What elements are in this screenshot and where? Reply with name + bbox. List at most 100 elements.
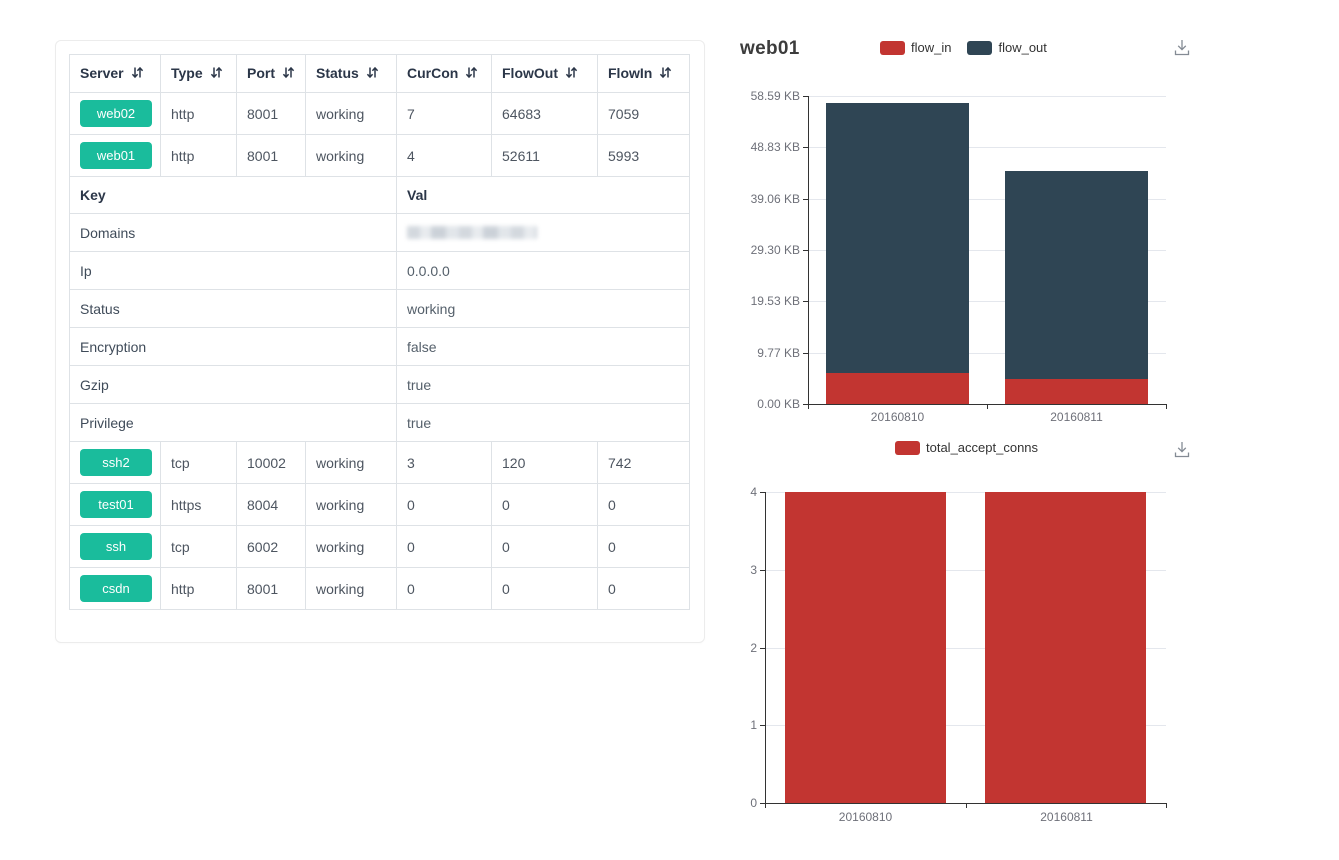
column-header-flowin[interactable]: FlowIn	[597, 54, 690, 93]
y-tick	[803, 199, 808, 200]
server-badge-cell: web02	[69, 92, 161, 135]
sort-icon[interactable]	[565, 66, 578, 82]
grid-line	[808, 199, 1166, 200]
server-badge-cell: csdn	[69, 567, 161, 610]
grid-line	[808, 353, 1166, 354]
sort-icon[interactable]	[131, 66, 144, 82]
grid-line	[808, 147, 1166, 148]
server-badge-ssh2[interactable]: ssh2	[80, 449, 152, 476]
kv-val-header: Val	[396, 176, 690, 214]
column-header-label: Server	[80, 65, 124, 81]
y-tick	[803, 96, 808, 97]
column-header-curcon[interactable]: CurCon	[396, 54, 492, 93]
flowout-cell: 0	[491, 567, 598, 610]
y-tick	[760, 492, 765, 493]
column-header-label: CurCon	[407, 65, 459, 81]
legend-label: flow_in	[911, 40, 952, 55]
x-tick	[966, 803, 967, 808]
status-cell: working	[305, 92, 397, 135]
curcon-cell: 4	[396, 134, 492, 177]
x-tick-label: 20160810	[838, 810, 893, 824]
chart-bar-flow_in-20160811[interactable]	[1005, 379, 1148, 404]
y-tick-label: 29.30 KB	[750, 243, 800, 257]
server-badge-web01[interactable]: web01	[80, 142, 152, 169]
type-cell: https	[160, 483, 237, 526]
total-accept-conns-chart: total_accept_conns 4 3 2 1 0 20160810 20160811	[735, 430, 1335, 835]
flowin-cell: 0	[597, 483, 690, 526]
kv-row-privilege: Privilege true	[69, 403, 690, 442]
y-axis-line	[808, 96, 809, 405]
legend-item-flow_out[interactable]: flow_out	[967, 40, 1047, 55]
flowout-cell: 120	[491, 441, 598, 484]
kv-key-header: Key	[69, 176, 397, 214]
chart-bar-flow_out-20160810[interactable]	[826, 103, 969, 373]
y-tick	[803, 353, 808, 354]
port-cell: 6002	[236, 525, 306, 568]
y-tick-label: 2	[750, 641, 757, 655]
sort-icon[interactable]	[210, 66, 223, 82]
y-tick	[760, 803, 765, 804]
flowin-cell: 5993	[597, 134, 690, 177]
column-header-port[interactable]: Port	[236, 54, 306, 93]
sort-icon[interactable]	[366, 66, 379, 82]
chart-bar-total_accept_conns-20160811[interactable]	[985, 492, 1146, 803]
kv-val-cell: false	[396, 327, 690, 366]
sort-icon[interactable]	[282, 66, 295, 82]
kv-val-cell: true	[396, 365, 690, 404]
y-tick-label: 0.00 KB	[757, 397, 800, 411]
column-header-flowout[interactable]: FlowOut	[491, 54, 598, 93]
y-tick-label: 58.59 KB	[750, 89, 800, 103]
y-axis-line	[765, 492, 766, 804]
curcon-cell: 3	[396, 441, 492, 484]
chart-bar-flow_in-20160810[interactable]	[826, 373, 969, 404]
server-badge-test01[interactable]: test01	[80, 491, 152, 518]
x-tick-label: 20160811	[1040, 810, 1093, 824]
grid-line	[808, 250, 1166, 251]
curcon-cell: 0	[396, 483, 492, 526]
grid-line	[765, 492, 1166, 493]
port-cell: 8001	[236, 134, 306, 177]
curcon-cell: 0	[396, 567, 492, 610]
kv-val-cell	[396, 213, 690, 252]
status-cell: working	[305, 567, 397, 610]
chart-bar-total_accept_conns-20160810[interactable]	[785, 492, 946, 803]
status-cell: working	[305, 441, 397, 484]
y-tick	[760, 570, 765, 571]
legend-item-flow_in[interactable]: flow_in	[880, 40, 951, 55]
grid-line	[808, 96, 1166, 97]
y-tick-label: 19.53 KB	[750, 294, 800, 308]
column-header-status[interactable]: Status	[305, 54, 397, 93]
legend-swatch	[967, 40, 993, 55]
server-badge-cell: ssh	[69, 525, 161, 568]
grid-line	[808, 301, 1166, 302]
y-tick	[760, 725, 765, 726]
status-cell: working	[305, 134, 397, 177]
save-as-image-button[interactable]	[1171, 440, 1193, 460]
chart-bar-flow_out-20160811[interactable]	[1005, 171, 1148, 379]
server-table-card: Server Type Port Status CurCon FlowOut FlowIn …	[55, 40, 705, 643]
grid-line	[765, 570, 1166, 571]
server-badge-web02[interactable]: web02	[80, 100, 152, 127]
type-cell: http	[160, 92, 237, 135]
server-badge-cell: ssh2	[69, 441, 161, 484]
column-header-type[interactable]: Type	[160, 54, 237, 93]
grid-line	[765, 648, 1166, 649]
legend-item-total_accept_conns[interactable]: total_accept_conns	[895, 440, 1038, 455]
column-header-label: Type	[171, 65, 203, 81]
server-row-csdn: csdn http 8001 working 0 0 0	[69, 567, 690, 610]
port-cell: 8004	[236, 483, 306, 526]
flowout-cell: 0	[491, 525, 598, 568]
sort-icon[interactable]	[465, 66, 478, 82]
server-badge-csdn[interactable]: csdn	[80, 575, 152, 602]
column-header-server[interactable]: Server	[69, 54, 161, 93]
server-badge-cell: web01	[69, 134, 161, 177]
column-header-label: Port	[247, 65, 275, 81]
column-header-label: FlowOut	[502, 65, 558, 81]
status-cell: working	[305, 483, 397, 526]
x-tick	[765, 803, 766, 808]
kv-key-cell: Status	[69, 289, 397, 328]
sort-icon[interactable]	[659, 66, 672, 82]
server-badge-ssh[interactable]: ssh	[80, 533, 152, 560]
x-tick-label: 20160811	[1050, 410, 1103, 424]
save-as-image-button[interactable]	[1171, 38, 1193, 58]
